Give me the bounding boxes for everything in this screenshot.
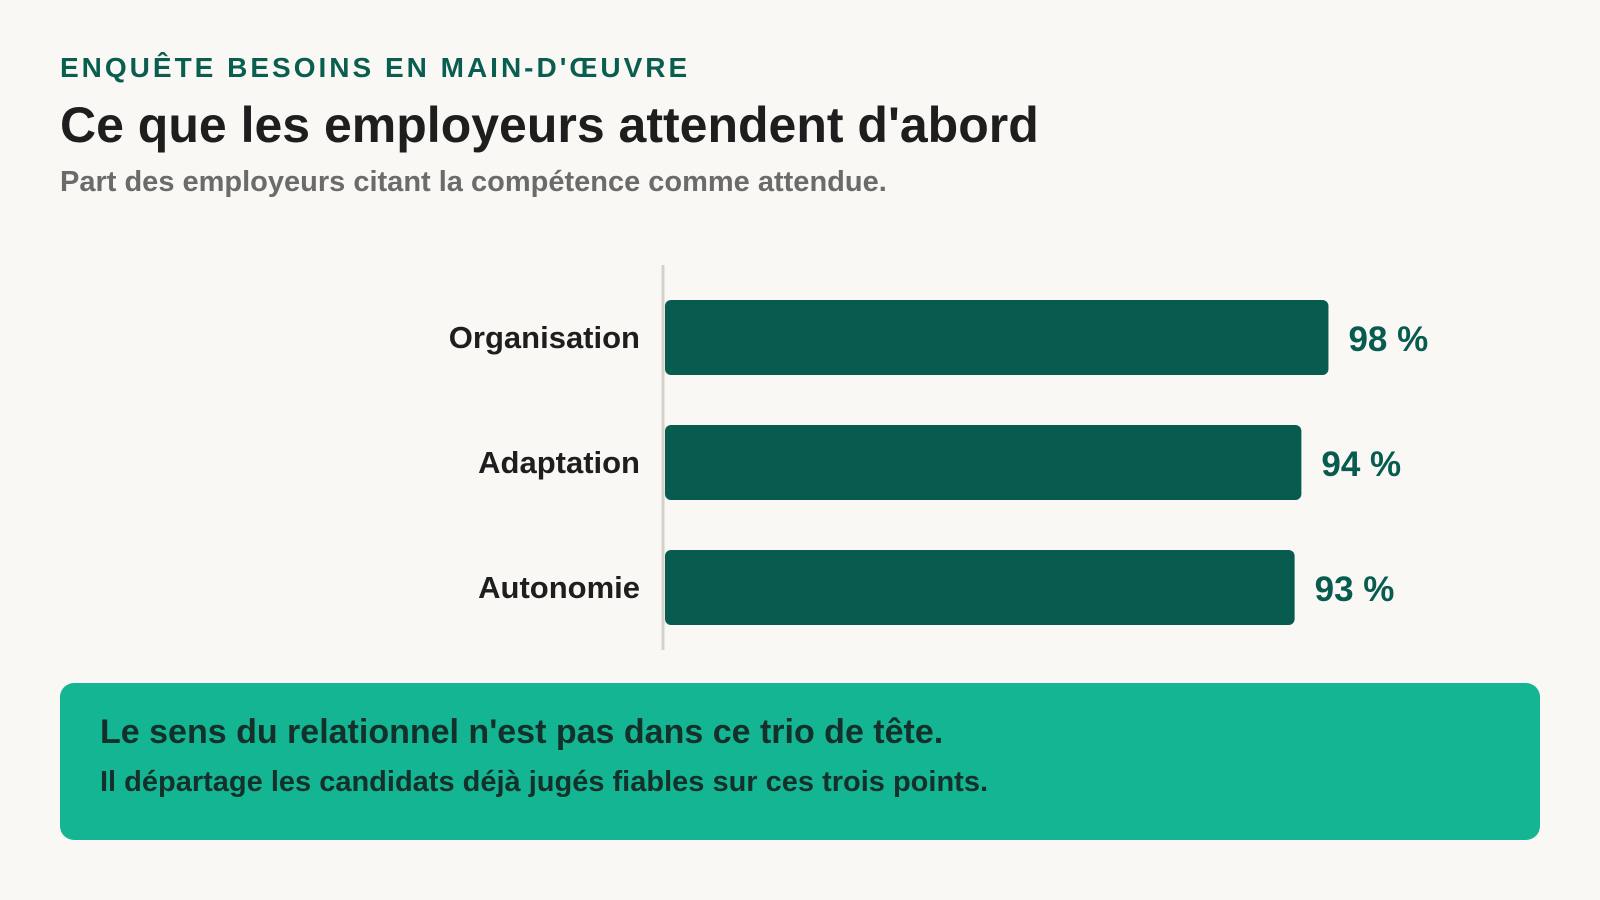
chart-title: Ce que les employeurs attendent d'abord [60, 97, 1039, 153]
callout-body: Il départage les candidats déjà jugés fi… [100, 766, 989, 798]
bar-autonomie [665, 550, 1295, 625]
value-label: 94 % [1321, 445, 1401, 484]
bar-adaptation [665, 425, 1302, 500]
bars-group: Organisation 98 % Adaptation 94 % Autonomie 9… [449, 300, 1428, 625]
callout-headline: Le sens du relationnel n'est pas dans ce… [100, 713, 944, 751]
insight-callout: Le sens du relationnel n'est pas dans ce… [60, 683, 1540, 840]
value-label: 93 % [1315, 570, 1395, 609]
value-label: 98 % [1348, 320, 1428, 359]
category-label: Organisation [449, 320, 640, 355]
chart-kicker: ENQUÊTE BESOINS EN MAIN-D'ŒUVRE [60, 52, 691, 83]
category-label: Autonomie [478, 570, 640, 605]
chart-subtitle: Part des employeurs citant la compétence… [60, 166, 887, 198]
bar-organisation [665, 300, 1329, 375]
category-label: Adaptation [478, 445, 640, 480]
